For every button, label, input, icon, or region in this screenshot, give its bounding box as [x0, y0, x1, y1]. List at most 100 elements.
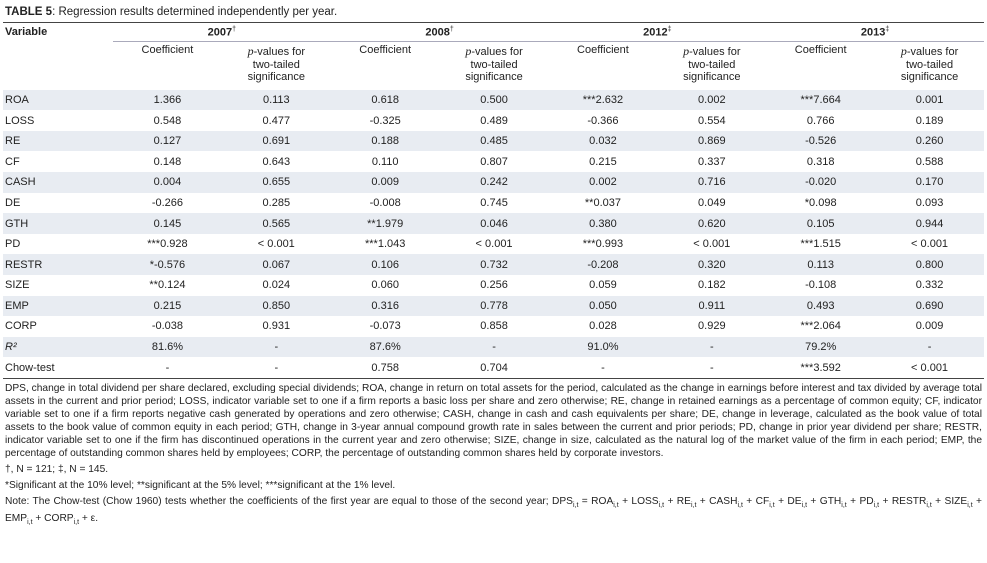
formula-subscript: i,t — [841, 502, 847, 509]
p-value: 0.745 — [480, 196, 508, 209]
p-value: 0.049 — [698, 196, 726, 209]
coefficient: **0.124 — [149, 279, 186, 292]
coefficient: 0.215 — [113, 295, 222, 317]
p-value: - — [657, 357, 767, 379]
table-header: Variable 2007† 2008† 2012‡ 2013‡ Coefficient p… — [3, 22, 984, 90]
p-value: - — [657, 336, 767, 358]
formula-term: CASH — [709, 495, 738, 507]
coefficient: 0.106 — [330, 254, 440, 275]
table-row: CASH 0.004 0.655 0.009 0.242 0.002 0.716 -0.020… — [3, 172, 984, 193]
p-value: 0.485 — [439, 130, 549, 152]
formula-term: GTH — [819, 495, 842, 507]
formula-subscript: i,t — [967, 502, 973, 509]
coefficient: ***1.043 — [365, 238, 406, 251]
p-value: - — [439, 336, 549, 358]
p-value: 0.113 — [221, 89, 331, 111]
p-value: 0.858 — [480, 320, 508, 333]
year-header: 2013‡ — [766, 22, 984, 42]
coefficient: 1.366 — [113, 89, 222, 111]
p-value: 0.565 — [221, 213, 331, 234]
coefficient: -0.325 — [369, 114, 401, 127]
table-label: TABLE 5 — [5, 6, 53, 18]
row-label: LOSS — [5, 114, 35, 127]
p-value-text: p-values for two-tailed significance — [236, 44, 316, 83]
year-mark: † — [232, 26, 237, 33]
significance-note: *Significant at the 10% level; **signifi… — [5, 479, 396, 491]
coefficient-header: Coefficient — [141, 43, 194, 56]
p-value: 0.002 — [657, 89, 767, 111]
table-row: LOSS 0.548 0.477 -0.325 0.489 -0.366 0.554 0.76… — [3, 110, 984, 131]
coefficient: -0.366 — [587, 114, 619, 127]
coefficient: 0.766 — [806, 114, 835, 127]
coefficient: 0.028 — [589, 320, 617, 333]
p-value: - — [221, 357, 331, 379]
coefficient: 0.148 — [153, 155, 182, 168]
formula-term: + — [931, 495, 945, 507]
coefficient: 0.127 — [113, 130, 222, 152]
p-value: 0.732 — [439, 254, 549, 275]
coefficient: - — [113, 357, 222, 379]
header-row: Variable 2007† 2008† 2012‡ 2013‡ — [3, 22, 984, 42]
p-value: < 0.001 — [693, 238, 731, 251]
row-label: CF — [5, 155, 20, 168]
year: 2013 — [860, 26, 886, 39]
p-value: < 0.001 — [475, 238, 513, 251]
p-value: 0.009 — [915, 320, 944, 333]
year-header: 2008† — [330, 22, 549, 42]
formula-term: + — [972, 495, 982, 507]
formula-subscript: i,t — [737, 502, 743, 509]
variable-header: Variable — [3, 22, 113, 42]
coefficient: ***2.632 — [548, 89, 658, 111]
table-title: TABLE 5: Regression results determined i… — [5, 6, 982, 18]
formula-term: CORP — [44, 513, 74, 524]
p-value: < 0.001 — [911, 238, 949, 251]
table-row: SIZE **0.124 0.024 0.060 0.256 0.059 0.182 -0.1… — [3, 275, 984, 296]
p-value: 0.320 — [657, 254, 767, 275]
p-rest: -values for two-tailed significance — [465, 45, 523, 83]
coefficient: -0.073 — [369, 320, 401, 333]
coefficient-header: Coefficient — [794, 43, 847, 56]
row-label: CORP — [5, 320, 37, 333]
p-value: 0.024 — [262, 279, 291, 292]
p-value: 0.500 — [439, 89, 549, 111]
coefficient: 87.6% — [330, 336, 440, 358]
formula-term: RE — [676, 495, 691, 507]
p-value: 0.046 — [439, 213, 549, 234]
table-row: PD ***0.928 < 0.001 ***1.043 < 0.001 ***0.993… — [3, 234, 984, 255]
row-label: GTH — [3, 213, 113, 234]
p-value-text: p-values for two-tailed significance — [672, 44, 752, 83]
coefficient: **0.037 — [584, 196, 621, 209]
p-value: 0.489 — [480, 114, 508, 127]
p-rest: -values for two-tailed significance — [247, 45, 306, 83]
formula-subscript: i,t — [873, 502, 880, 509]
p-value: 0.800 — [875, 254, 984, 275]
blank-header — [3, 41, 113, 90]
p-italic: p — [465, 43, 472, 58]
coefficient: 0.316 — [330, 295, 440, 317]
formula-term: DPS — [552, 495, 573, 507]
formula-term: + — [879, 495, 892, 507]
coefficient: 0.318 — [806, 155, 835, 168]
row-label: RE — [3, 130, 113, 152]
table-row: R² 81.6% -87.6% -91.0% -79.2% - — [3, 336, 984, 358]
abbreviations: DPS, change in total dividend per share … — [5, 382, 982, 459]
page: TABLE 5: Regression results determined i… — [3, 6, 984, 526]
coefficient: -0.038 — [151, 320, 184, 333]
formula-term: + — [696, 495, 710, 507]
coefficient: 0.105 — [766, 213, 876, 234]
formula-term: PD — [859, 495, 874, 507]
p-value: 0.337 — [698, 155, 726, 168]
coefficient: 0.110 — [371, 155, 399, 168]
row-label: R² — [3, 336, 113, 358]
coefficient: 0.188 — [330, 130, 440, 152]
coefficient: ***3.592 — [766, 357, 876, 379]
p-value: 0.655 — [221, 172, 331, 193]
coefficient: **1.979 — [330, 213, 440, 234]
p-value-header: p-values for two-tailed significance — [875, 41, 984, 90]
formula-subscript: i,t — [658, 502, 665, 509]
row-label: DE — [5, 196, 21, 209]
p-value: 0.242 — [439, 172, 549, 193]
formula-term: + — [664, 495, 677, 507]
p-value: 0.807 — [480, 155, 508, 168]
row-label: CASH — [3, 172, 113, 193]
